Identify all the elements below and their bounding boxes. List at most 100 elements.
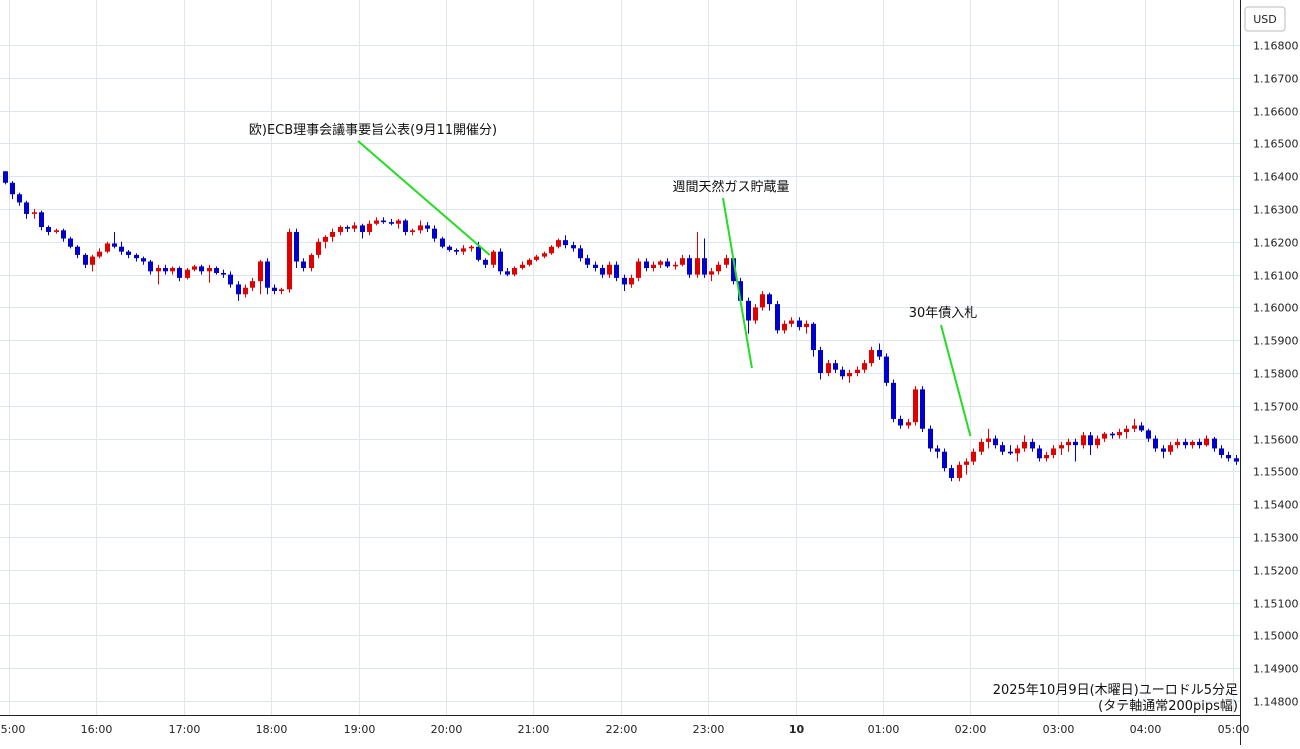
candle-body [1190, 441, 1195, 446]
x-tick-label: 16:00 [81, 723, 113, 736]
candle-body [1175, 441, 1180, 446]
candle-body [709, 271, 714, 275]
candle-body [549, 246, 554, 254]
candle-body [964, 461, 969, 465]
candle-body [607, 264, 612, 275]
candle-body [986, 438, 991, 442]
y-tick-label: 1.16600 [1253, 106, 1299, 119]
x-tick-label: 18:00 [256, 723, 288, 736]
candle-body [294, 231, 299, 262]
y-tick-label: 1.16400 [1253, 171, 1299, 184]
candle-body [1197, 441, 1202, 446]
candle-body [469, 246, 474, 249]
candle-body [578, 248, 583, 259]
candle-body [847, 373, 852, 377]
candle-body [1146, 430, 1151, 439]
candle-body [1226, 455, 1231, 459]
candle-body [804, 323, 809, 328]
candle-body [1183, 441, 1188, 446]
candle-body [556, 240, 561, 247]
candle-body [1066, 441, 1071, 446]
candle-body [1117, 432, 1122, 436]
candle-body [207, 268, 212, 272]
candle-body [105, 243, 110, 252]
candle-body [265, 261, 270, 288]
price-axis[interactable]: 1.16800 1.16700 1.16600 1.16500 1.16400 1.163… [1253, 40, 1299, 709]
candle-body [214, 268, 219, 273]
candle-body [163, 268, 168, 272]
candle-body [571, 245, 576, 249]
candle-body [287, 231, 292, 290]
y-tick-label: 1.15900 [1253, 335, 1299, 348]
candle-body [1037, 448, 1042, 459]
candle-body [491, 251, 496, 265]
candle-body [673, 264, 678, 267]
candle-body [1008, 451, 1013, 454]
candle-body [505, 271, 510, 275]
candle-body [97, 251, 102, 257]
currency-label-box[interactable] [1244, 6, 1286, 32]
y-tick-label: 1.14900 [1253, 663, 1299, 676]
candle-body [600, 268, 605, 275]
candle-body [1073, 441, 1078, 446]
candle-body [738, 281, 743, 301]
y-tick-label: 1.16700 [1253, 73, 1299, 86]
candle-body [403, 220, 408, 232]
candle-body [83, 254, 88, 265]
time-axis[interactable]: 15:00 16:00 17:00 18:00 19:00 20:00 21:00 22:00… [0, 723, 1249, 736]
candle-body [629, 277, 634, 285]
candle-body [1081, 435, 1086, 446]
candle-body [840, 369, 845, 377]
candle-body [454, 250, 459, 252]
candle-body [818, 350, 823, 373]
candle-body [10, 182, 15, 195]
currency-label: USD [1253, 13, 1277, 26]
candle-body [782, 323, 787, 331]
candle-body [440, 238, 445, 247]
candle-body [381, 220, 386, 223]
candle-body [716, 264, 721, 272]
candle-body [695, 258, 700, 275]
candle-body [360, 225, 365, 232]
candle-body [352, 225, 357, 229]
candle-body [39, 212, 44, 228]
x-tick-label: 22:00 [606, 723, 638, 736]
candle-body [367, 223, 372, 232]
candle-body [680, 258, 685, 265]
candle-body [622, 277, 627, 285]
candle-body [898, 418, 903, 426]
candle-body [1219, 448, 1224, 455]
candle-body [884, 356, 889, 383]
candle-body [687, 258, 692, 275]
candle-body [410, 230, 415, 232]
candle-body [724, 258, 729, 265]
candle-body [928, 428, 933, 449]
candle-body [170, 268, 175, 272]
candle-body [90, 256, 95, 265]
candle-body [338, 227, 343, 232]
candle-body [877, 350, 882, 357]
candle-body [665, 261, 670, 267]
candle-body [1044, 455, 1049, 459]
y-tick-label: 1.15100 [1253, 598, 1299, 611]
candle-body [221, 272, 226, 275]
candle-body [54, 230, 59, 232]
candle-body [869, 350, 874, 364]
candle-body [542, 253, 547, 257]
x-tick-label: 17:00 [169, 723, 201, 736]
candle-body [1088, 435, 1093, 446]
y-tick-label: 1.14800 [1253, 696, 1299, 709]
candle-body [1000, 445, 1005, 452]
x-tick-label: 20:00 [431, 723, 463, 736]
candle-body [702, 258, 707, 275]
candle-body [432, 228, 437, 239]
x-tick-label: 10 [789, 723, 805, 736]
candle-body [119, 246, 124, 252]
candle-body [396, 220, 401, 224]
y-tick-label: 1.15700 [1253, 401, 1299, 414]
candle-body [906, 422, 911, 426]
candle-body [301, 261, 306, 269]
candle-body [512, 268, 517, 275]
y-tick-label: 1.16300 [1253, 204, 1299, 217]
